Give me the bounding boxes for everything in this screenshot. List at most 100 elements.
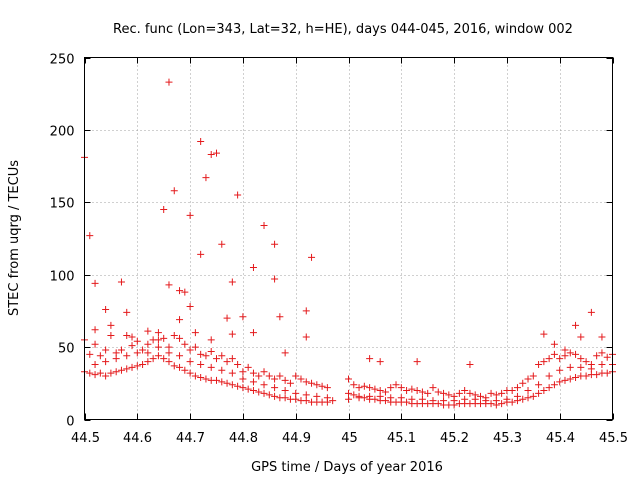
data-point [593, 371, 601, 379]
data-point [186, 358, 194, 366]
data-point [535, 360, 543, 368]
data-point [582, 358, 590, 366]
data-point [144, 340, 152, 348]
data-point [587, 365, 595, 373]
y-tick-label: 200 [50, 125, 75, 140]
data-point [556, 355, 564, 363]
data-point [508, 387, 516, 395]
data-point [117, 346, 125, 354]
data-point [218, 352, 226, 360]
data-point [381, 388, 389, 396]
data-point [170, 332, 178, 340]
data-point [540, 358, 548, 366]
data-point [440, 389, 448, 397]
data-point [218, 240, 226, 248]
data-point [123, 365, 131, 373]
data-point [403, 387, 411, 395]
data-point [107, 321, 115, 329]
data-point [387, 394, 395, 402]
data-point [102, 372, 110, 380]
x-tick-label: 44.8 [229, 431, 258, 446]
data-point [234, 360, 242, 368]
data-point [249, 263, 257, 271]
data-point [408, 395, 416, 403]
data-point [154, 352, 162, 360]
data-point [271, 275, 279, 283]
data-point [265, 372, 273, 380]
data-point [587, 308, 595, 316]
data-point [561, 376, 569, 384]
data-point [545, 355, 553, 363]
data-point [207, 363, 215, 371]
data-point [545, 372, 553, 380]
data-point [102, 346, 110, 354]
data-point [355, 384, 363, 392]
data-point [524, 394, 532, 402]
data-point [519, 379, 527, 387]
data-point [244, 385, 252, 393]
data-point [313, 392, 321, 400]
data-point [123, 352, 131, 360]
data-point [302, 333, 310, 341]
data-point [281, 349, 289, 357]
plot-frame [84, 57, 613, 420]
data-point [329, 397, 337, 405]
data-point [345, 375, 352, 383]
data-point [176, 363, 184, 371]
data-point [223, 358, 231, 366]
data-point [239, 384, 247, 392]
data-point [213, 355, 220, 363]
data-point [91, 360, 99, 368]
x-axis-label: GPS time / Days of year 2016 [251, 460, 443, 475]
data-point [249, 369, 257, 377]
data-point [165, 358, 173, 366]
data-point [529, 372, 537, 380]
data-point [207, 347, 215, 355]
data-point [566, 363, 574, 371]
data-point [408, 385, 416, 393]
data-point [429, 397, 437, 405]
data-point [302, 378, 310, 386]
data-point [144, 349, 152, 357]
chart-title: Rec. func (Lon=343, Lat=32, h=HE), days … [113, 22, 573, 37]
data-point [186, 303, 194, 311]
data-point [123, 332, 131, 340]
data-point [487, 389, 495, 397]
data-point [308, 253, 316, 261]
data-point [286, 379, 294, 387]
data-point [112, 368, 120, 376]
data-point [455, 389, 463, 397]
data-point [213, 376, 220, 384]
data-point [239, 313, 247, 321]
data-point [413, 387, 421, 395]
data-point [513, 384, 521, 392]
data-point [366, 355, 374, 363]
data-point [197, 250, 205, 258]
data-point [598, 360, 606, 368]
data-point [498, 400, 506, 408]
data-point [498, 389, 506, 397]
data-point [387, 384, 395, 392]
data-point [149, 336, 157, 344]
data-point [598, 333, 606, 341]
data-point [202, 174, 210, 182]
data-point [271, 384, 279, 392]
data-point [529, 392, 537, 400]
data-point [186, 369, 194, 377]
x-tick-label: 45.2 [440, 431, 469, 446]
data-point [165, 78, 173, 86]
data-point [281, 387, 289, 395]
data-point [556, 366, 564, 374]
data-point [197, 360, 205, 368]
y-tick-label: 100 [50, 270, 75, 285]
x-tick-label: 45.3 [493, 431, 522, 446]
data-point [360, 382, 368, 390]
data-point [355, 394, 363, 402]
data-point [86, 232, 94, 240]
data-point [577, 355, 585, 363]
y-tick-label: 50 [58, 342, 75, 357]
data-point [366, 384, 374, 392]
data-point [86, 369, 94, 377]
y-tick-label: 250 [50, 53, 75, 68]
